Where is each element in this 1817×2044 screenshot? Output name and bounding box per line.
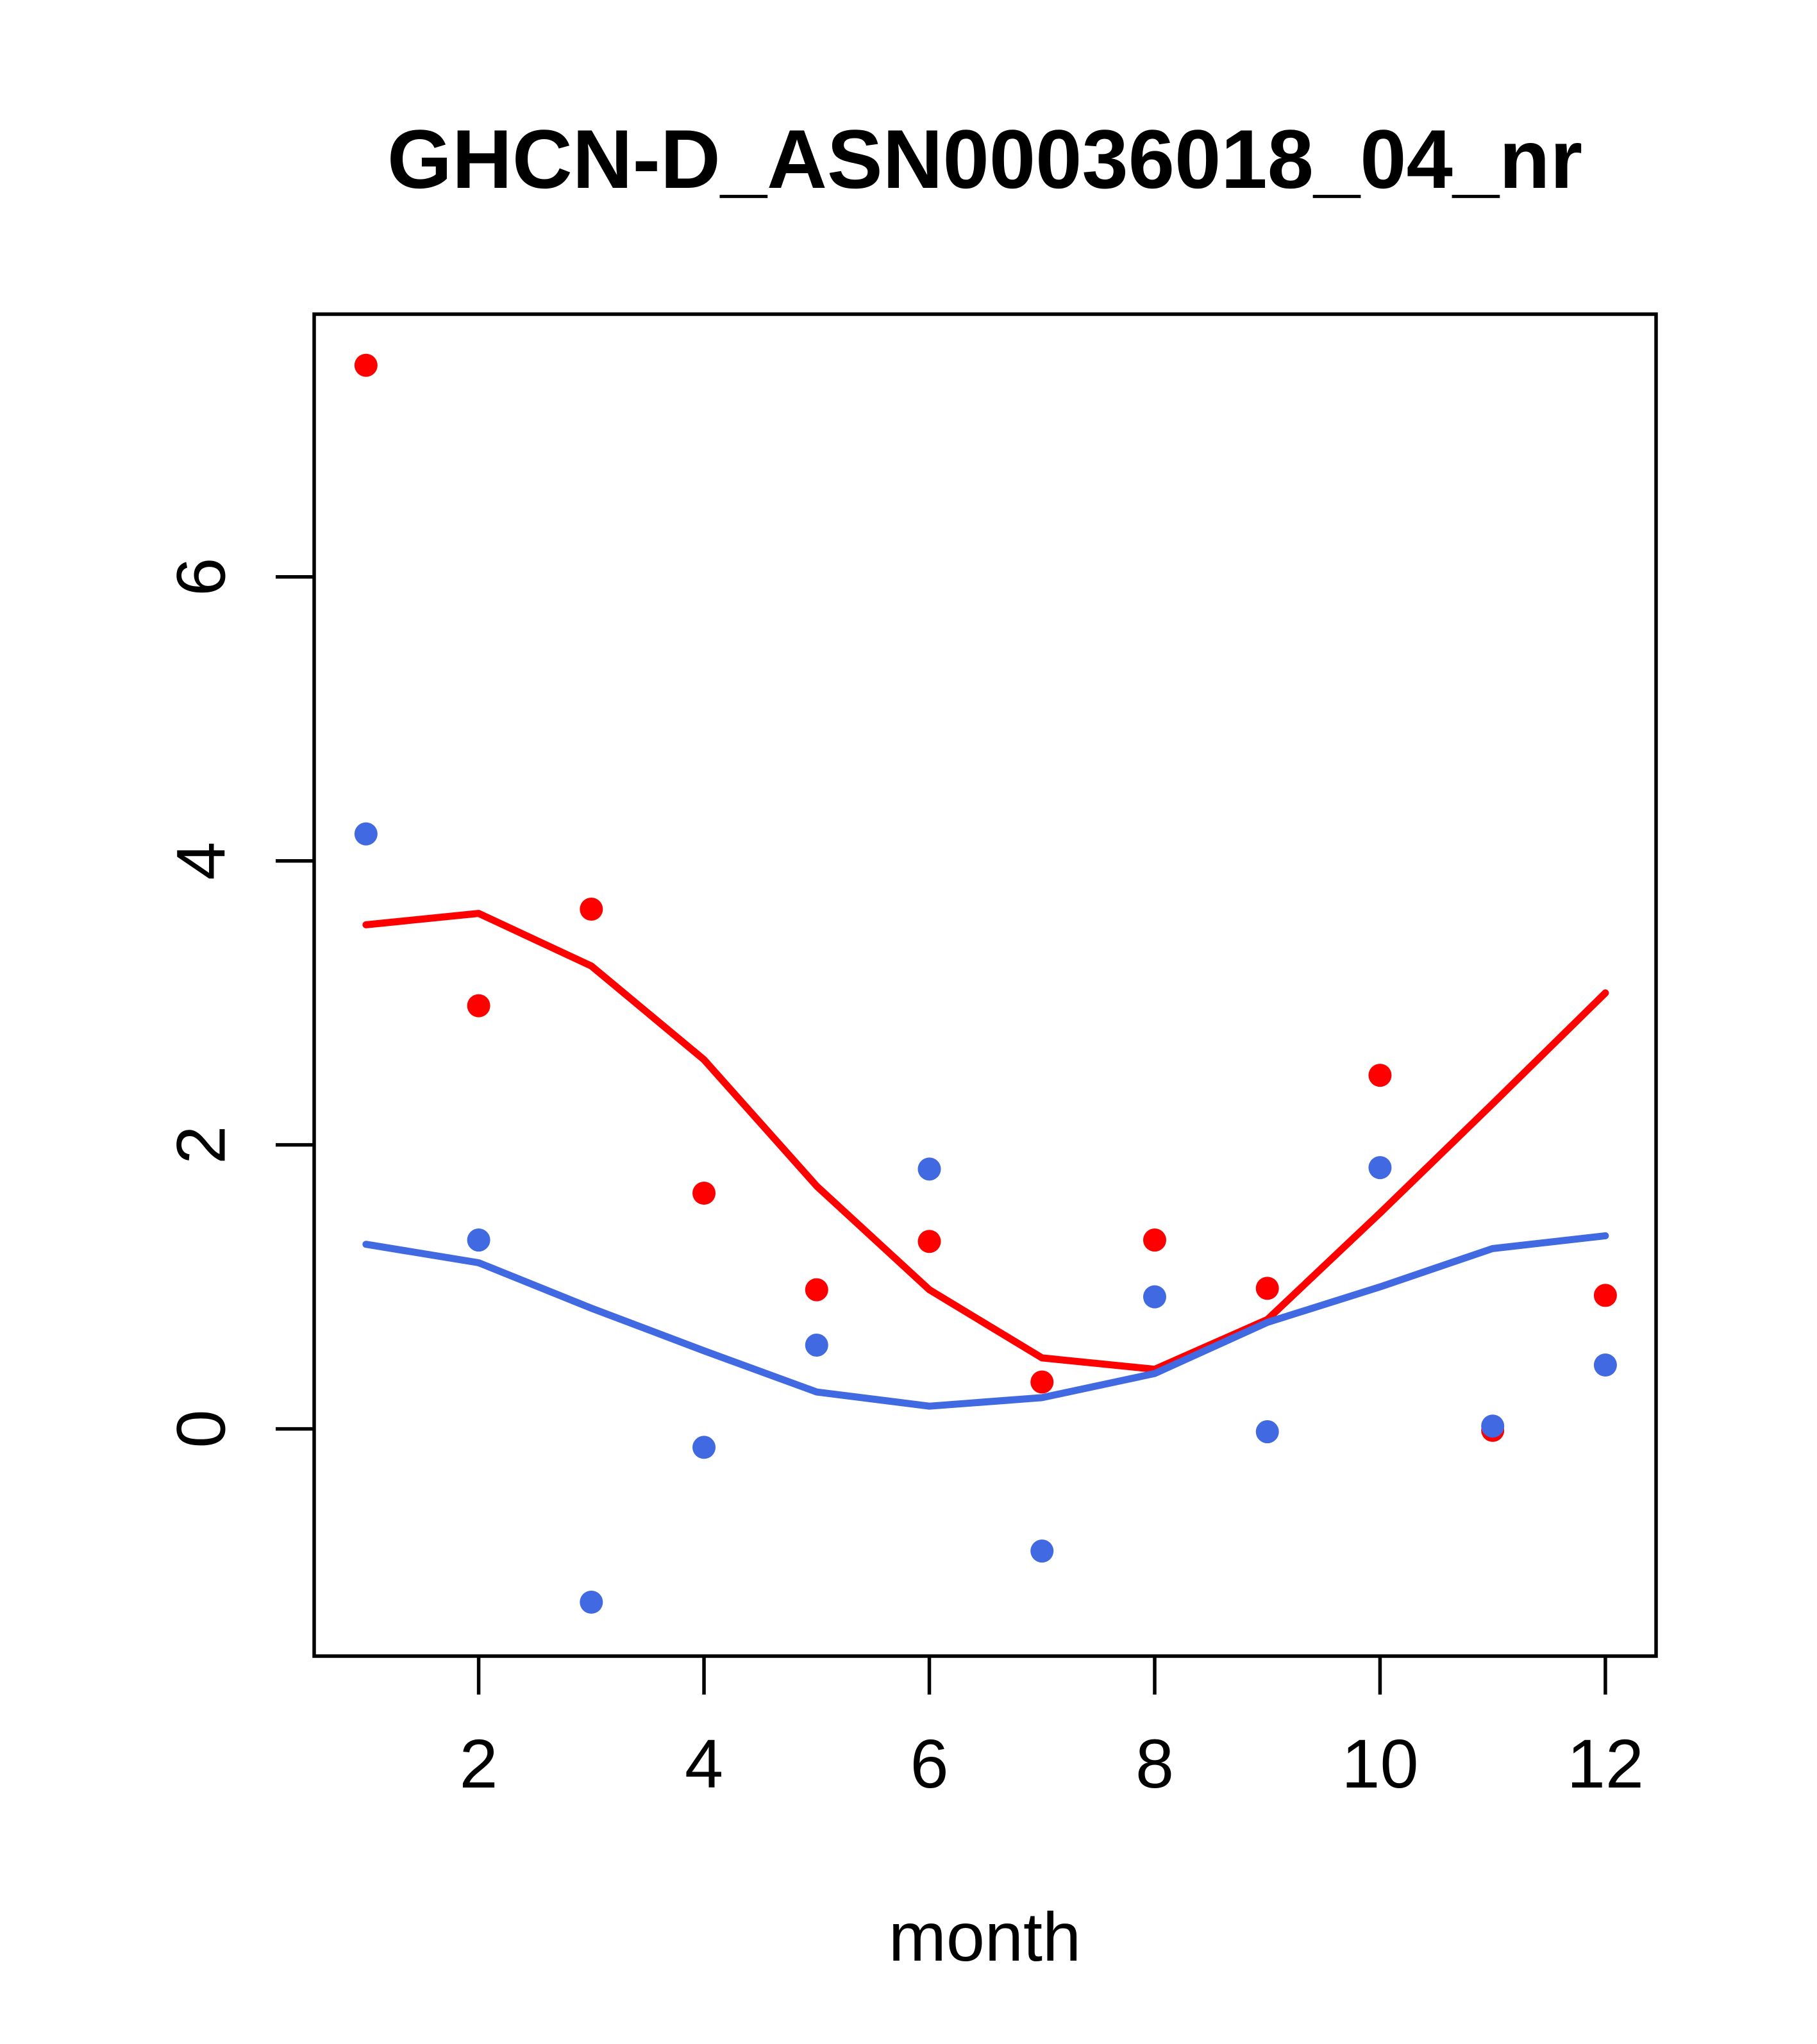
- x-tick-label: 2: [460, 1725, 498, 1802]
- red-point: [805, 1278, 828, 1302]
- red-point: [467, 994, 490, 1018]
- series-layer: [354, 353, 1617, 1614]
- y-tick-label: 0: [162, 1410, 240, 1448]
- blue-point: [580, 1590, 603, 1614]
- chart-title: GHCN-D_ASN00036018_04_nr: [387, 112, 1582, 206]
- blue-point: [1030, 1539, 1054, 1563]
- blue-point: [692, 1436, 716, 1459]
- blue-point: [917, 1157, 941, 1181]
- blue-point: [1143, 1285, 1166, 1309]
- x-tick-label: 4: [685, 1725, 723, 1802]
- blue-point: [354, 822, 378, 846]
- red-point: [1143, 1228, 1166, 1252]
- red-point: [354, 353, 378, 377]
- blue-point: [1593, 1353, 1617, 1377]
- y-tick-label: 2: [162, 1126, 240, 1164]
- red-point: [1368, 1064, 1392, 1087]
- red-point: [917, 1230, 941, 1253]
- blue-smooth-line: [362, 1232, 1609, 1410]
- x-tick-label: 12: [1567, 1725, 1644, 1802]
- blue-point: [805, 1333, 828, 1357]
- blue-point: [467, 1228, 490, 1252]
- x-tick-label: 6: [910, 1725, 948, 1802]
- y-tick-label: 4: [162, 842, 240, 880]
- red-point: [580, 898, 603, 921]
- red-smooth-line: [362, 910, 1609, 1373]
- axis-ticks: 2 4 6 8 10 12 0 2 4 6: [162, 558, 1644, 1802]
- y-tick-label: 6: [162, 558, 240, 596]
- x-axis-title: month: [889, 1898, 1081, 1975]
- red-point: [1255, 1277, 1279, 1300]
- plot-border: [312, 312, 1658, 1658]
- blue-point: [1255, 1420, 1279, 1444]
- x-tick-label: 8: [1135, 1725, 1174, 1802]
- blue-point: [1481, 1414, 1505, 1438]
- red-point: [692, 1181, 716, 1205]
- blue-point: [1368, 1156, 1392, 1180]
- x-tick-label: 10: [1341, 1725, 1418, 1802]
- red-point: [1593, 1284, 1617, 1307]
- red-point: [1030, 1370, 1054, 1394]
